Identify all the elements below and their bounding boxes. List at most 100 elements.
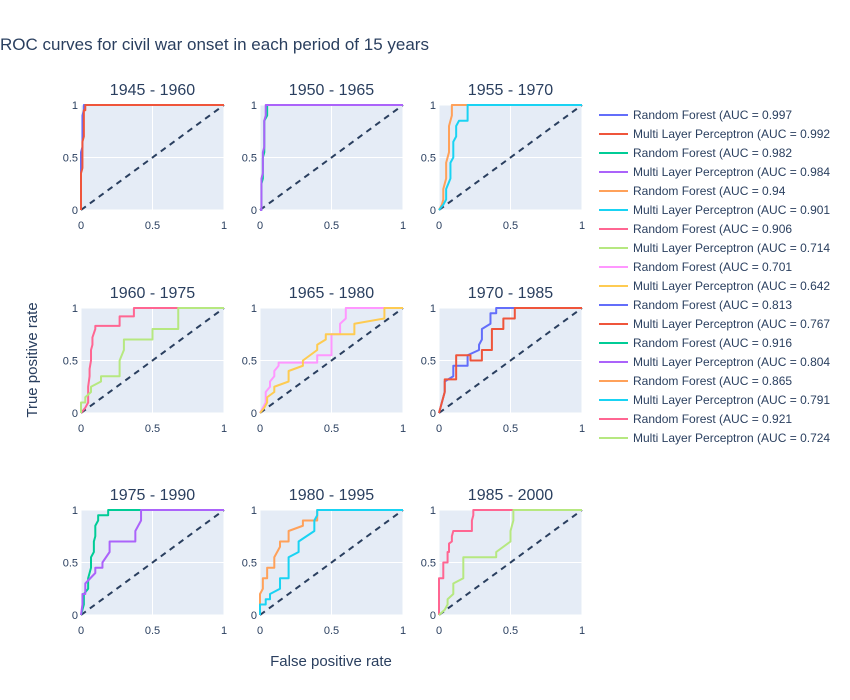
roc-line-series-1 bbox=[259, 509, 403, 615]
legend-item[interactable]: Random Forest (AUC = 0.813 bbox=[599, 298, 792, 312]
x-tick-label: 0.5 bbox=[324, 220, 339, 232]
legend-label: Random Forest (AUC = 0.982 bbox=[633, 146, 792, 160]
y-tick-label: 0 bbox=[251, 205, 257, 217]
roc-line-series-1 bbox=[80, 104, 224, 210]
roc-line-series-2 bbox=[438, 307, 582, 414]
subplot-title: 1975 - 1990 bbox=[110, 487, 196, 504]
roc-line-series-1 bbox=[259, 307, 403, 414]
x-tick-label: 0.5 bbox=[503, 423, 518, 435]
legend-item[interactable]: Random Forest (AUC = 0.94 bbox=[599, 184, 786, 198]
legend-item[interactable]: Multi Layer Perceptron (AUC = 0.791 bbox=[599, 393, 830, 407]
x-tick-label: 0 bbox=[257, 423, 263, 435]
y-tick-label: 0 bbox=[251, 610, 257, 622]
x-axis-label: False positive rate bbox=[270, 653, 392, 670]
legend-label: Multi Layer Perceptron (AUC = 0.804 bbox=[633, 355, 830, 369]
subplot-title: 1945 - 1960 bbox=[110, 82, 196, 99]
roc-line-series-1 bbox=[438, 509, 582, 615]
y-tick-label: 0 bbox=[430, 610, 436, 622]
chance-diagonal bbox=[438, 307, 583, 414]
legend-item[interactable]: Multi Layer Perceptron (AUC = 0.984 bbox=[599, 165, 830, 179]
legend-label: Multi Layer Perceptron (AUC = 0.642 bbox=[633, 279, 830, 293]
y-tick-label: 1 bbox=[251, 303, 257, 315]
y-tick-label: 0.5 bbox=[421, 558, 436, 570]
legend-label: Multi Layer Perceptron (AUC = 0.714 bbox=[633, 241, 830, 255]
subplot-4: 1960 - 1975 00 0.5 0.5 1 1 bbox=[63, 285, 227, 435]
legend-item[interactable]: Multi Layer Perceptron (AUC = 0.724 bbox=[599, 431, 830, 445]
legend-item[interactable]: Multi Layer Perceptron (AUC = 0.642 bbox=[599, 279, 830, 293]
legend-item[interactable]: Multi Layer Perceptron (AUC = 0.804 bbox=[599, 355, 830, 369]
legend-label: Random Forest (AUC = 0.906 bbox=[633, 222, 792, 236]
y-tick-label: 0 bbox=[72, 610, 78, 622]
roc-line-series-1 bbox=[80, 307, 224, 414]
legend-item[interactable]: Random Forest (AUC = 0.921 bbox=[599, 412, 792, 426]
roc-line-series-2 bbox=[80, 104, 224, 210]
legend-label: Random Forest (AUC = 0.701 bbox=[633, 260, 792, 274]
legend-item[interactable]: Random Forest (AUC = 0.701 bbox=[599, 260, 792, 274]
x-tick-label: 0 bbox=[257, 220, 263, 232]
x-tick-label: 0 bbox=[436, 625, 442, 637]
chance-diagonal bbox=[80, 104, 225, 211]
legend-item[interactable]: Multi Layer Perceptron (AUC = 0.901 bbox=[599, 203, 830, 217]
y-tick-label: 1 bbox=[430, 505, 436, 517]
subplot-title: 1985 - 2000 bbox=[468, 487, 554, 504]
roc-line-series-1 bbox=[438, 104, 582, 211]
legend-item[interactable]: Random Forest (AUC = 0.982 bbox=[599, 146, 792, 160]
y-tick-label: 0 bbox=[430, 408, 436, 420]
roc-line-series-2 bbox=[259, 509, 403, 615]
x-tick-label: 0.5 bbox=[324, 625, 339, 637]
subplot-title: 1980 - 1995 bbox=[289, 487, 375, 504]
legend[interactable]: Random Forest (AUC = 0.997 Multi Layer Pe… bbox=[599, 108, 830, 445]
subplot-title: 1960 - 1975 bbox=[110, 285, 196, 302]
x-tick-label: 0.5 bbox=[503, 220, 518, 232]
y-tick-label: 0.5 bbox=[242, 558, 257, 570]
chart-title: ROC curves for civil war onset in each p… bbox=[0, 35, 429, 54]
legend-item[interactable]: Random Forest (AUC = 0.997 bbox=[599, 108, 792, 122]
x-tick-label: 1 bbox=[400, 220, 406, 232]
subplot-title: 1965 - 1980 bbox=[289, 285, 375, 302]
legend-item[interactable]: Multi Layer Perceptron (AUC = 0.767 bbox=[599, 317, 830, 331]
y-tick-label: 0.5 bbox=[63, 356, 78, 368]
legend-item[interactable]: Random Forest (AUC = 0.916 bbox=[599, 336, 792, 350]
x-tick-label: 0.5 bbox=[324, 423, 339, 435]
x-tick-label: 1 bbox=[400, 625, 406, 637]
subplot-8: 1980 - 1995 00 0.5 0.5 1 1 bbox=[242, 487, 406, 637]
x-tick-label: 0 bbox=[436, 423, 442, 435]
y-tick-label: 0.5 bbox=[242, 356, 257, 368]
legend-item[interactable]: Multi Layer Perceptron (AUC = 0.992 bbox=[599, 127, 830, 141]
x-tick-label: 1 bbox=[579, 423, 585, 435]
subplot-6: 1970 - 1985 00 0.5 0.5 1 1 bbox=[421, 285, 585, 435]
legend-label: Multi Layer Perceptron (AUC = 0.791 bbox=[633, 393, 830, 407]
roc-line-series-2 bbox=[438, 509, 582, 616]
x-tick-label: 0.5 bbox=[503, 625, 518, 637]
legend-label: Random Forest (AUC = 0.813 bbox=[633, 298, 792, 312]
legend-item[interactable]: Random Forest (AUC = 0.906 bbox=[599, 222, 792, 236]
chance-diagonal bbox=[80, 509, 225, 616]
legend-item[interactable]: Random Forest (AUC = 0.865 bbox=[599, 374, 792, 388]
subplot-title: 1955 - 1970 bbox=[468, 82, 554, 99]
roc-line-series-2 bbox=[259, 307, 403, 414]
x-tick-label: 0.5 bbox=[145, 423, 160, 435]
chance-diagonal bbox=[438, 104, 583, 211]
chance-diagonal bbox=[259, 104, 404, 211]
legend-label: Random Forest (AUC = 0.865 bbox=[633, 374, 792, 388]
y-tick-label: 0.5 bbox=[63, 558, 78, 570]
legend-label: Random Forest (AUC = 0.916 bbox=[633, 336, 792, 350]
chance-diagonal bbox=[438, 509, 583, 616]
y-tick-label: 1 bbox=[72, 505, 78, 517]
x-tick-label: 0 bbox=[78, 625, 84, 637]
y-tick-label: 0.5 bbox=[421, 356, 436, 368]
y-tick-label: 1 bbox=[251, 505, 257, 517]
subplot-7: 1975 - 1990 00 0.5 0.5 1 1 bbox=[63, 487, 227, 637]
x-tick-label: 1 bbox=[579, 625, 585, 637]
x-tick-label: 1 bbox=[579, 220, 585, 232]
legend-label: Random Forest (AUC = 0.94 bbox=[633, 184, 786, 198]
x-tick-label: 0 bbox=[257, 625, 263, 637]
y-tick-label: 1 bbox=[251, 100, 257, 112]
roc-line-series-2 bbox=[260, 104, 403, 211]
legend-item[interactable]: Multi Layer Perceptron (AUC = 0.714 bbox=[599, 241, 830, 255]
chance-diagonal bbox=[259, 307, 404, 414]
x-tick-label: 1 bbox=[221, 220, 227, 232]
legend-label: Multi Layer Perceptron (AUC = 0.767 bbox=[633, 317, 830, 331]
